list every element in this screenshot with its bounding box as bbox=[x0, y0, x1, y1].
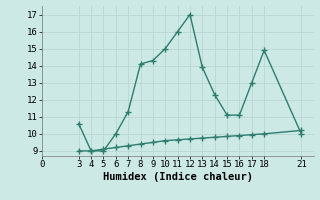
X-axis label: Humidex (Indice chaleur): Humidex (Indice chaleur) bbox=[103, 172, 252, 182]
